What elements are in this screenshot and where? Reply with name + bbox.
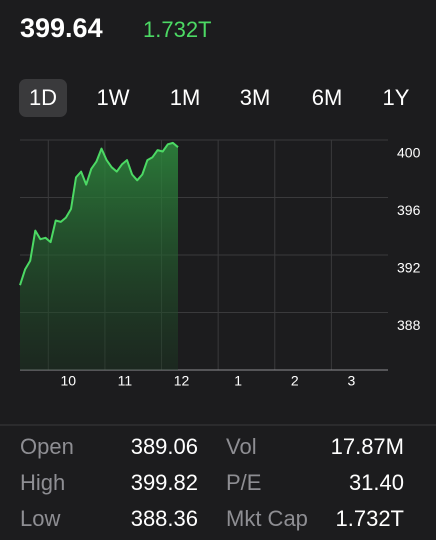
stat-value: 388.36: [131, 506, 198, 531]
tab[interactable]: 1M: [170, 85, 201, 110]
y-tick-label: 392: [397, 260, 421, 276]
y-tick-label: 396: [397, 202, 421, 218]
stat-label: Low: [20, 506, 60, 531]
tab[interactable]: 6M: [312, 85, 343, 110]
stat-label: Vol: [226, 434, 257, 459]
stat-label: Mkt Cap: [226, 506, 308, 531]
tab[interactable]: 1D: [29, 85, 57, 110]
x-tick-label: 2: [291, 373, 299, 389]
stat-value: 389.06: [131, 434, 198, 459]
stat-label: High: [20, 470, 65, 495]
stat-value: 31.40: [349, 470, 404, 495]
x-tick-label: 1: [234, 373, 242, 389]
stat-value: 1.732T: [336, 506, 405, 531]
x-tick-label: 11: [118, 373, 133, 389]
y-tick-label: 388: [397, 317, 421, 333]
tab[interactable]: 3M: [240, 85, 271, 110]
stat-value: 17.87M: [331, 434, 404, 459]
price: 399.64: [20, 13, 103, 43]
tab[interactable]: 1Y: [383, 85, 410, 110]
stat-value: 399.82: [131, 470, 198, 495]
tab[interactable]: 1W: [97, 85, 130, 110]
stat-label: P/E: [226, 470, 261, 495]
x-tick-label: 12: [174, 373, 190, 389]
market-cap: 1.732T: [143, 17, 212, 42]
y-tick-label: 400: [397, 145, 421, 161]
tab-selected[interactable]: [19, 79, 67, 117]
stat-label: Open: [20, 434, 74, 459]
price-line: [19, 141, 179, 286]
x-tick-label: 10: [61, 373, 77, 389]
area: [20, 142, 178, 370]
x-tick-label: 3: [347, 373, 355, 389]
